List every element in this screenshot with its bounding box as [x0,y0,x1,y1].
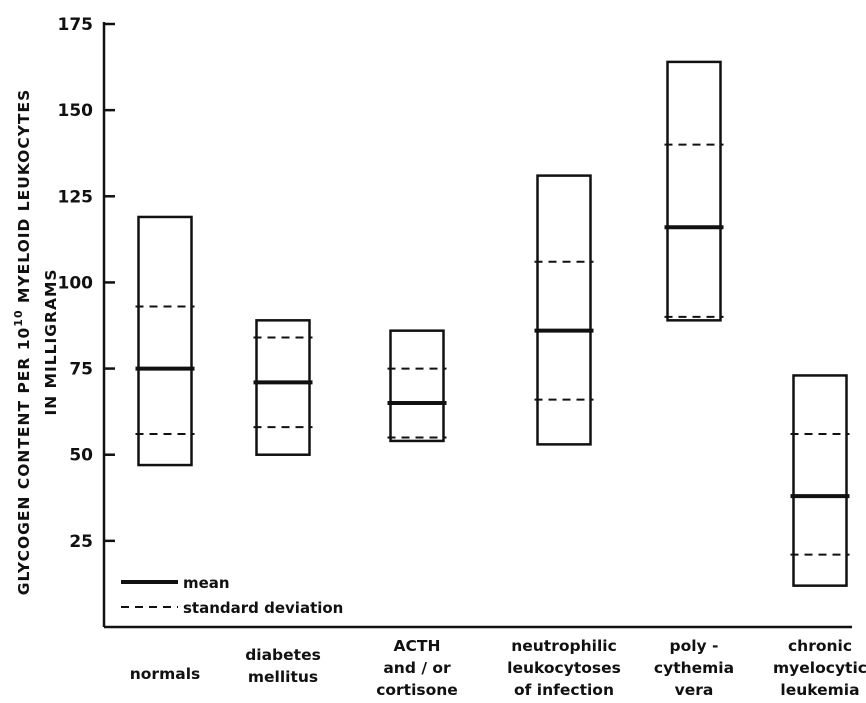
category-labels: normals diabetes mellitus ACTH and / or corti… [130,637,866,699]
y-tick-label: 150 [58,101,94,121]
range-box [792,374,848,587]
y-tick-label: 125 [58,187,94,207]
range-bar [664,60,724,322]
y-tick-label: 25 [69,532,93,552]
category-label: and / or [383,659,451,677]
legend: mean standard deviation [121,574,343,617]
category-label: ACTH [394,637,441,655]
y-axis-title-line-2: IN MILLIGRAMS [42,268,60,415]
y-tick-label: 175 [58,15,94,35]
legend-mean-label: mean [183,574,230,592]
category-label: poly - [670,637,719,655]
category-label: cythemia [654,659,734,677]
legend-sd-label: standard deviation [183,599,343,617]
category-label: vera [675,681,714,699]
range-box [255,319,311,456]
category-label: mellitus [248,668,318,686]
range-bar [790,374,850,587]
range-bar [253,319,313,456]
category-label: cortisone [376,681,458,699]
range-box [137,215,193,467]
range-bar [387,329,447,443]
category-label: leukemia [780,681,859,699]
category-label: chronic [788,637,852,655]
range-bar [135,215,195,467]
category-label: of infection [514,681,614,699]
y-tick-label: 50 [69,446,93,466]
range-box [389,329,445,443]
category-label: leukocytoses [507,659,621,677]
range-box [666,60,722,322]
axes [102,22,852,629]
y-tick-label: 75 [69,360,93,380]
range-box [536,174,592,446]
category-label: normals [130,665,200,683]
range-bar [534,174,594,446]
category-label: neutrophilic [511,637,617,655]
range-bars [135,60,850,587]
y-axis-ticks: 25 50 75 100 125 150 175 [58,15,115,552]
category-label: myelocytic [773,659,866,677]
y-tick-label: 100 [58,273,94,293]
y-axis-title: GLYCOGEN CONTENT PER 1010 MYELOID LEUKOC… [12,89,60,596]
category-label: diabetes [245,646,321,664]
y-axis-title-line-1: GLYCOGEN CONTENT PER 1010 MYELOID LEUKOC… [12,89,33,596]
